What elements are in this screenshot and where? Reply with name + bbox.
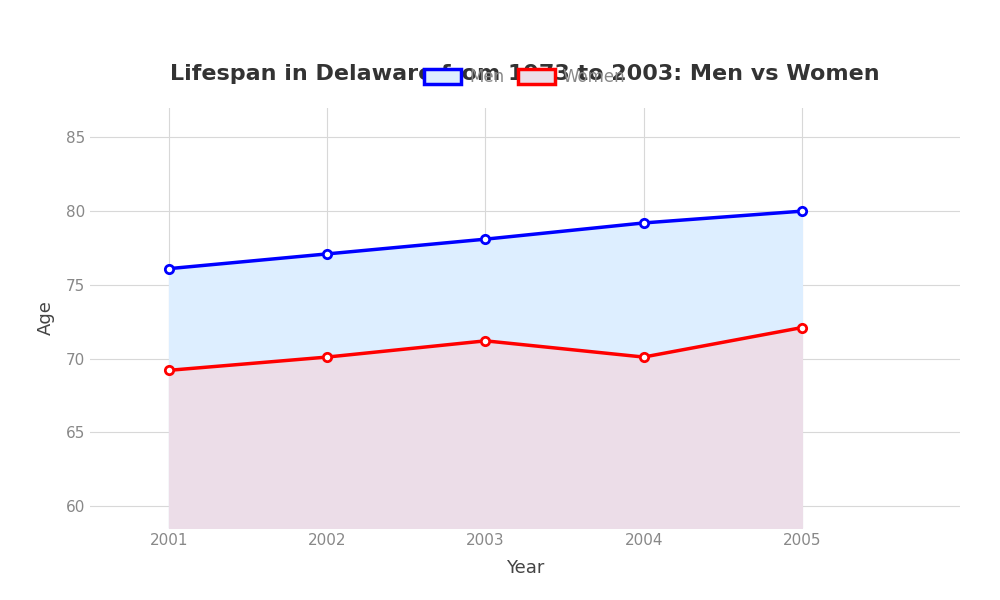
Women [163,367,175,374]
Title: Lifespan in Delaware from 1973 to 2003: Men vs Women: Lifespan in Delaware from 1973 to 2003: … [170,64,880,84]
Women [321,353,333,361]
Men [796,208,808,215]
Men [321,250,333,257]
X-axis label: Year: Year [506,559,544,577]
Women [796,324,808,331]
Men [479,236,491,243]
Line: Men: Men [165,207,806,273]
Legend: Men, Women: Men, Women [418,62,632,93]
Women [638,353,650,361]
Men [638,220,650,227]
Women [479,337,491,344]
Men [163,265,175,272]
Y-axis label: Age: Age [37,301,55,335]
Line: Women: Women [165,323,806,374]
